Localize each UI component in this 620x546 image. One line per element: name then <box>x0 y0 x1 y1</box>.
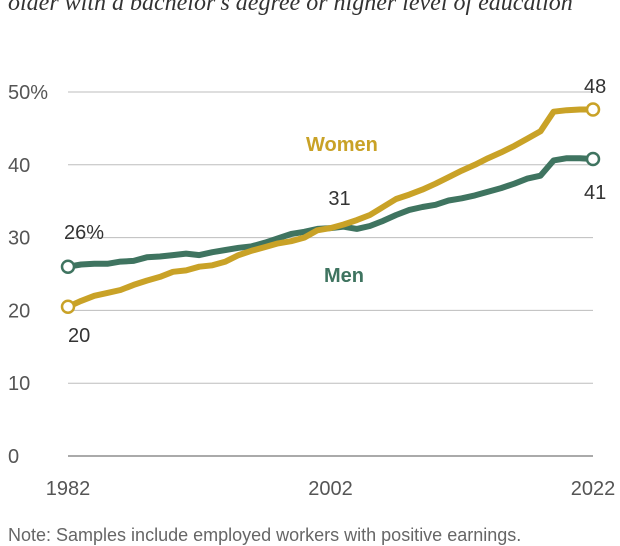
series-line-men <box>65 155 596 270</box>
series-label-women: Women <box>306 134 378 156</box>
x-tick-label-2022: 2022 <box>571 478 616 500</box>
end-point-men <box>585 151 601 167</box>
series-label-men: Men <box>324 265 364 287</box>
y-tick-label-20: 20 <box>8 300 30 322</box>
start-point-men <box>60 259 76 274</box>
chart-subtitle: older with a bachelor's degree or higher… <box>8 0 573 16</box>
data-label-men-start: 26% <box>64 222 104 244</box>
start-point-women <box>60 299 76 315</box>
data-label-annotation-0: 31 <box>328 188 350 210</box>
data-label-women-end: 48 <box>584 76 606 98</box>
series-line-women <box>65 106 596 310</box>
data-label-women-start: 20 <box>68 325 90 347</box>
y-tick-label-50: 50% <box>8 82 48 104</box>
y-tick-label-0: 0 <box>8 446 19 468</box>
data-label-men-end: 41 <box>584 182 606 204</box>
y-tick-label-30: 30 <box>8 228 30 250</box>
y-tick-label-40: 40 <box>8 155 30 177</box>
end-point-women <box>585 102 601 117</box>
x-tick-label-1982: 1982 <box>46 478 91 500</box>
x-tick-label-2002: 2002 <box>308 478 353 500</box>
y-tick-label-10: 10 <box>8 373 30 395</box>
